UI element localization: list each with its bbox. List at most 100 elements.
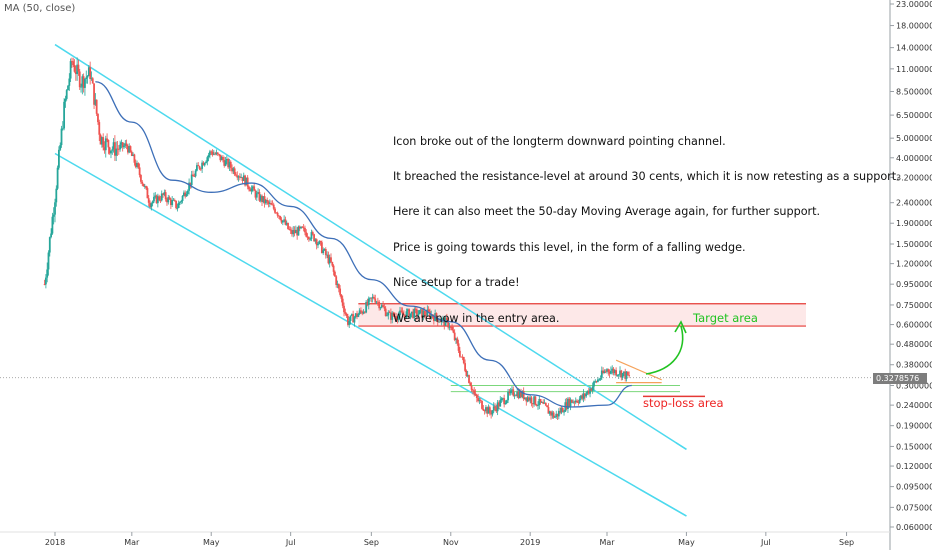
- candle-body: [539, 399, 542, 403]
- candle-body: [360, 310, 362, 312]
- candle-body: [422, 310, 425, 318]
- candle-body: [465, 370, 468, 377]
- candle-body: [136, 163, 138, 167]
- candle-body: [438, 321, 440, 323]
- candle-body: [538, 399, 541, 406]
- candle-body: [475, 394, 478, 398]
- candle-body: [132, 154, 135, 157]
- candle-body: [244, 175, 246, 186]
- candle-body: [55, 188, 58, 203]
- stop-loss-label: stop-loss area: [643, 396, 724, 410]
- candle-body: [405, 311, 408, 319]
- candle-body: [71, 61, 73, 62]
- candle-body: [305, 232, 308, 237]
- candle-body: [617, 374, 620, 376]
- candle-body: [460, 356, 463, 358]
- candle-body: [189, 182, 192, 186]
- candle-body: [336, 283, 339, 285]
- candle-body: [59, 145, 62, 150]
- candle-body: [472, 389, 474, 391]
- candle-body: [522, 391, 525, 400]
- candle-body: [573, 401, 576, 403]
- candle-body: [186, 190, 189, 195]
- candle-body: [175, 200, 177, 208]
- candle-body: [530, 397, 533, 404]
- candle-body: [328, 257, 331, 264]
- candle-body: [283, 219, 286, 221]
- x-tick-label: May: [678, 538, 695, 547]
- candle-body: [586, 390, 589, 394]
- candle-body: [581, 395, 584, 399]
- annotation-line: Price is going towards this level, in th…: [393, 240, 746, 254]
- candle-body: [332, 265, 335, 272]
- candle-body: [397, 315, 400, 320]
- candle-body: [63, 101, 66, 129]
- candle-body: [159, 199, 162, 201]
- candle-body: [248, 186, 250, 190]
- candle-body: [436, 318, 439, 323]
- candle-body: [376, 301, 379, 303]
- candle-body: [525, 397, 528, 402]
- candle-body: [68, 78, 71, 86]
- candle-body: [488, 407, 491, 413]
- candle-body: [185, 194, 188, 197]
- candle-body: [158, 196, 161, 200]
- candle-body: [228, 161, 231, 168]
- candle-body: [533, 396, 535, 405]
- candle-body: [300, 226, 302, 229]
- candle-body: [367, 298, 370, 306]
- candle-body: [362, 311, 365, 314]
- candle-body: [302, 227, 305, 229]
- candle-body: [358, 310, 361, 315]
- candle-body: [140, 174, 142, 182]
- candle-body: [498, 402, 500, 407]
- candle-body: [173, 199, 176, 201]
- candle-body: [198, 166, 201, 169]
- candle-body: [253, 186, 256, 191]
- candle-body: [43, 284, 46, 285]
- candle-body: [215, 152, 218, 155]
- candle-body: [347, 316, 349, 325]
- candle-body: [98, 122, 101, 135]
- candle-body: [150, 203, 153, 208]
- candle-body: [167, 197, 170, 203]
- channel-lower-line: [54, 152, 687, 517]
- candle-body: [485, 407, 487, 412]
- candle-body: [379, 307, 382, 309]
- candle-body: [541, 402, 543, 403]
- candle-body: [107, 139, 110, 148]
- candle-body: [289, 229, 292, 231]
- candle-body: [521, 391, 524, 397]
- candle-body: [427, 309, 430, 312]
- candle-body: [623, 371, 625, 374]
- candle-body: [153, 196, 155, 202]
- candle-body: [210, 151, 213, 153]
- candle-body: [353, 317, 356, 323]
- candle-body: [134, 162, 137, 167]
- candle-body: [60, 128, 63, 146]
- candle-body: [570, 399, 573, 403]
- candle-body: [569, 399, 572, 407]
- candle-body: [551, 412, 554, 416]
- candle-body: [565, 402, 568, 409]
- candle-body: [44, 277, 47, 285]
- candle-body: [309, 238, 312, 240]
- candle-body: [106, 138, 108, 140]
- candle-body: [548, 411, 551, 414]
- candle-body: [324, 249, 327, 256]
- candle-body: [474, 393, 477, 395]
- candle-body: [274, 208, 276, 213]
- candle-body: [82, 76, 85, 88]
- candle-body: [583, 393, 586, 397]
- candle-body: [298, 226, 301, 229]
- candle-body: [102, 137, 105, 148]
- candle-body: [314, 239, 317, 242]
- candle-body: [435, 313, 438, 319]
- candle-body: [115, 148, 118, 156]
